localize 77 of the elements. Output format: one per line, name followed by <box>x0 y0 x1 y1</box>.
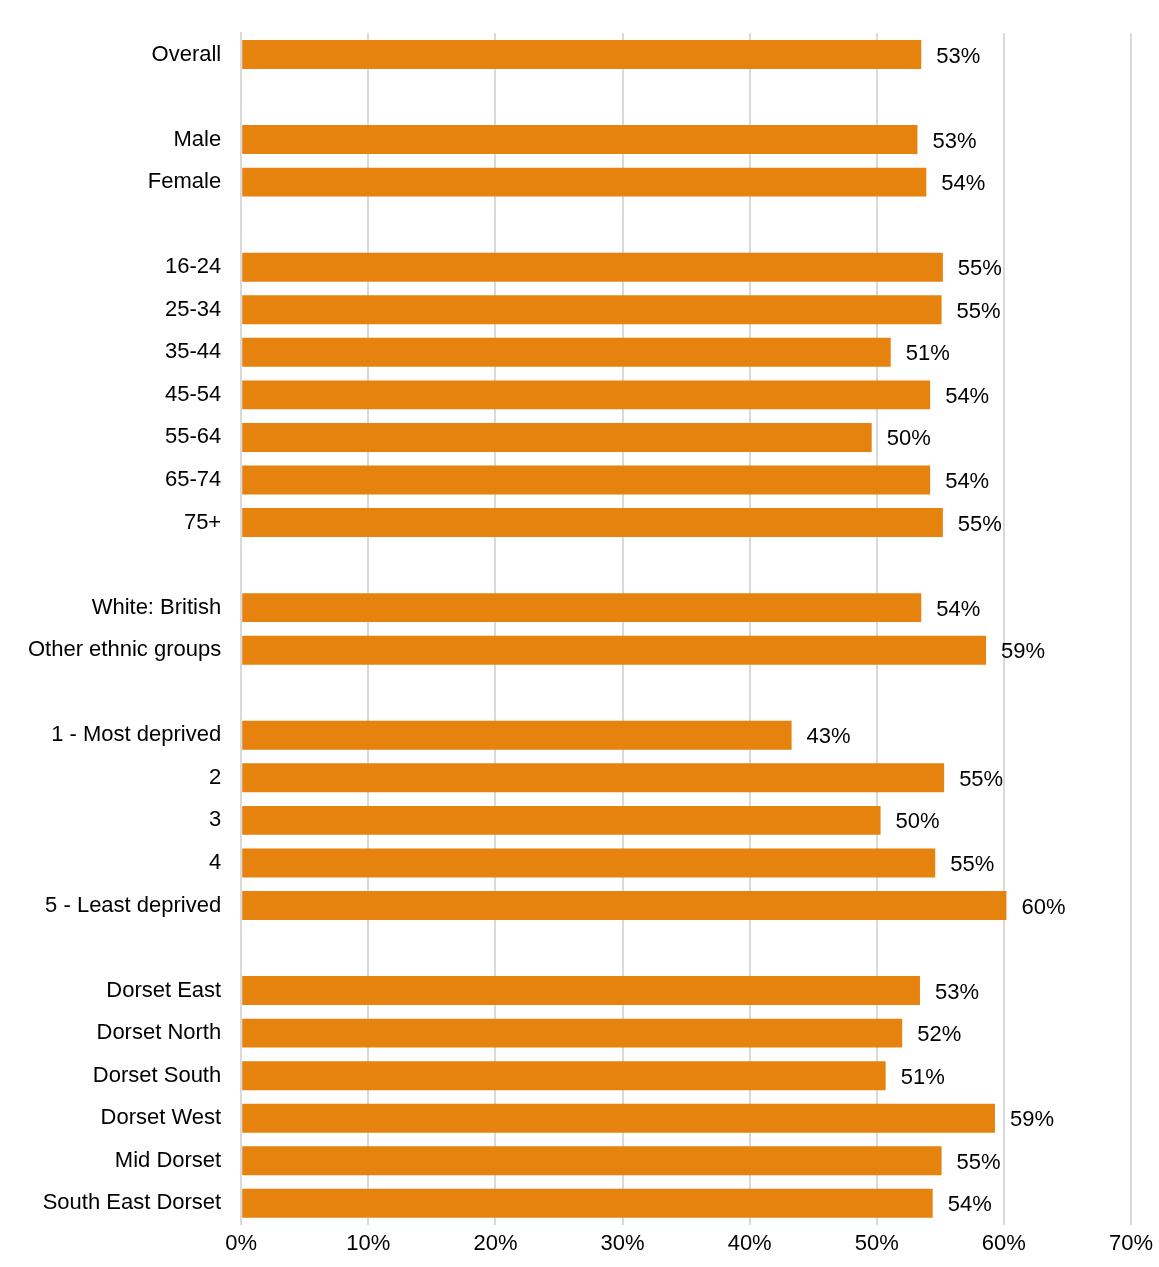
data-label: 59% <box>1001 638 1046 664</box>
data-label: 51% <box>905 340 950 366</box>
x-tick-label: 30% <box>600 1229 645 1255</box>
y-tick-label: Dorset West <box>100 1104 222 1130</box>
y-tick-label: Dorset North <box>96 1019 222 1045</box>
bar <box>242 976 920 1006</box>
y-tick-label: Mid Dorset <box>114 1146 222 1172</box>
data-label: 55% <box>957 510 1002 536</box>
x-tick-label: 60% <box>981 1229 1026 1255</box>
x-tick-label: 40% <box>727 1229 772 1255</box>
y-tick-label: 65-74 <box>164 466 222 492</box>
data-label: 50% <box>886 425 931 451</box>
y-tick-label: South East Dorset <box>42 1189 222 1215</box>
data-label: 59% <box>1009 1106 1055 1132</box>
bar <box>242 1103 995 1133</box>
bar <box>242 635 987 665</box>
data-label: 54% <box>945 382 990 408</box>
data-label: 51% <box>900 1063 945 1089</box>
bar <box>242 295 942 325</box>
x-tick-label: 20% <box>473 1229 518 1255</box>
y-tick-label: 35-44 <box>164 338 222 364</box>
y-tick-label: White: British <box>91 593 222 619</box>
data-label: 43% <box>806 723 851 749</box>
bar <box>242 593 922 623</box>
bar <box>242 763 945 793</box>
bar <box>242 1146 942 1176</box>
bar <box>242 1061 886 1091</box>
data-label: 53% <box>934 978 980 1004</box>
bar <box>242 422 872 452</box>
y-tick-label: 16-24 <box>164 253 222 279</box>
data-label: 53% <box>932 127 977 153</box>
bar <box>242 848 936 878</box>
bar <box>242 337 891 367</box>
data-label: 55% <box>950 850 995 876</box>
x-tick-label: 10% <box>346 1229 391 1255</box>
x-tick-label: 70% <box>1108 1229 1154 1255</box>
y-tick-label: 1 - Most deprived <box>51 721 222 747</box>
y-tick-label: 25-34 <box>164 295 222 321</box>
bar <box>242 40 922 69</box>
y-tick-label: Overall <box>151 40 222 66</box>
data-label: 54% <box>941 170 986 196</box>
data-label: 55% <box>956 1148 1001 1174</box>
data-label: 54% <box>936 595 981 621</box>
data-label: 55% <box>957 255 1002 281</box>
bar <box>242 380 931 410</box>
bar <box>242 167 927 197</box>
x-tick-label: 0% <box>225 1229 258 1255</box>
bar <box>242 1188 933 1218</box>
y-tick-label: 75+ <box>183 508 222 534</box>
bar <box>242 1018 903 1048</box>
y-tick-label: 55-64 <box>164 423 222 449</box>
data-label: 53% <box>936 42 981 68</box>
data-label: 60% <box>1021 893 1066 919</box>
bar <box>242 508 943 537</box>
bar <box>242 805 881 835</box>
y-tick-label: Male <box>173 125 222 151</box>
y-tick-label: 4 <box>208 848 222 874</box>
y-tick-label: Other ethnic groups <box>27 636 222 662</box>
y-tick-label: 2 <box>208 763 222 789</box>
y-tick-label: Dorset East <box>106 976 222 1002</box>
bar <box>242 465 931 495</box>
y-tick-label: Dorset South <box>92 1061 222 1087</box>
bar <box>242 720 792 750</box>
data-label: 54% <box>947 1191 992 1217</box>
y-tick-label: 45-54 <box>164 380 222 406</box>
data-label: 55% <box>956 297 1001 323</box>
y-tick-label: 5 - Least deprived <box>45 891 222 917</box>
y-tick-label: Female <box>147 168 222 194</box>
data-label: 52% <box>917 1021 962 1047</box>
data-label: 50% <box>895 808 940 834</box>
data-label: 55% <box>959 765 1004 791</box>
bar <box>242 891 1007 920</box>
bar <box>242 252 943 282</box>
data-label: 54% <box>945 468 990 494</box>
bar <box>242 125 918 155</box>
y-tick-label: 3 <box>208 806 222 832</box>
x-tick-label: 50% <box>854 1229 899 1255</box>
